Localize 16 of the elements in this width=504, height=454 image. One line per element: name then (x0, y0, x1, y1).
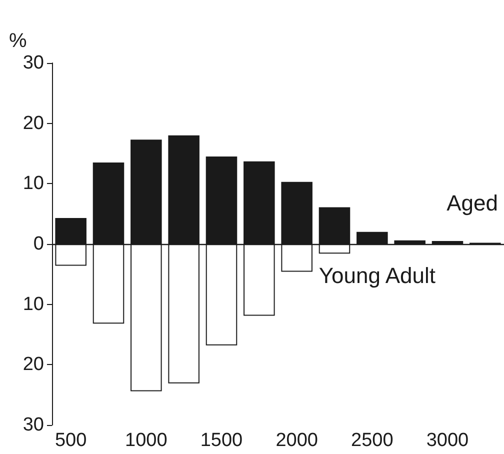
series-label: Aged (446, 190, 498, 216)
x-tick-label: 2000 (276, 430, 318, 451)
x-tick-label: 1500 (200, 430, 243, 451)
y-tick-label: 30 (22, 414, 44, 436)
y-tick-label: 30 (22, 52, 44, 74)
x-tick-label: 3000 (426, 430, 469, 451)
y-axis-title: % (9, 30, 27, 52)
x-tick-label: 1000 (125, 430, 168, 451)
x-tick-label: 500 (54, 430, 87, 451)
y-tick-label: 20 (22, 354, 44, 376)
y-tick-label: 20 (22, 112, 44, 134)
y-tick-label: 10 (22, 173, 44, 194)
x-tick-label: 2500 (351, 430, 394, 451)
y-tick-label: 0 (33, 234, 44, 254)
series-label: Young Adult (318, 263, 436, 288)
y-tick-label: 10 (22, 294, 44, 315)
